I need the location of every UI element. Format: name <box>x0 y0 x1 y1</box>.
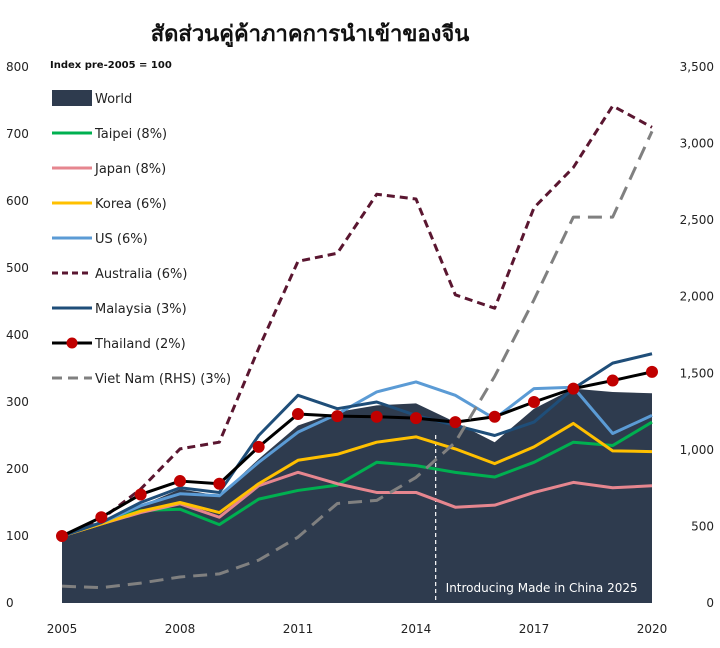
legend-label: World <box>95 92 132 107</box>
x-tick-label: 2014 <box>401 622 432 636</box>
y-left-tick-label: 600 <box>6 194 29 208</box>
y-left-tick-label: 0 <box>6 596 14 610</box>
y-left-tick-label: 800 <box>6 60 29 74</box>
legend-swatch <box>52 90 92 106</box>
marker-thailand-2-2012 <box>331 410 344 423</box>
legend-item: Viet Nam (RHS) (3%) <box>52 372 231 387</box>
chart-subtitle: Index pre-2005 = 100 <box>50 60 172 71</box>
marker-thailand-2-2008 <box>174 475 186 488</box>
y-left-tick-label: 100 <box>6 529 29 543</box>
legend-label: Australia (6%) <box>95 267 187 282</box>
marker-thailand-2-2010 <box>252 440 265 453</box>
legend-item: Malaysia (3%) <box>52 302 187 317</box>
marker-thailand-2-2019 <box>606 374 619 387</box>
axis-layer: 0 100 200 300 400 500 600 700 800 0 500 1,000 1,500 2… <box>6 60 714 636</box>
y-right-tick-label: 1,000 <box>680 443 714 457</box>
annotation-layer: Introducing Made in China 2025 <box>435 435 638 603</box>
marker-thailand-2-2018 <box>567 382 580 395</box>
y-left-tick-label: 700 <box>6 127 29 141</box>
legend-label: Thailand (2%) <box>94 337 186 352</box>
annotation-label: Introducing Made in China 2025 <box>446 581 638 595</box>
y-right-tick-label: 500 <box>691 519 714 533</box>
series-area-world <box>62 388 652 603</box>
line-layer <box>56 104 658 590</box>
marker-thailand-2-2017 <box>528 396 540 408</box>
y-right-tick-label: 2,500 <box>680 213 714 227</box>
marker-thailand-2-2005 <box>56 530 68 542</box>
y-right-tick-label: 1,500 <box>680 366 714 380</box>
y-right-tick-label: 0 <box>706 596 714 610</box>
legend-item: Thailand (2%) <box>52 337 186 352</box>
x-tick-label: 2008 <box>165 622 196 636</box>
marker-thailand-2-2016 <box>488 410 501 423</box>
y-right-tick-label: 2,000 <box>680 290 714 304</box>
marker-thailand-2-2020 <box>646 365 658 378</box>
series-line-us-6 <box>61 380 653 538</box>
legend-label: US (6%) <box>95 232 148 247</box>
x-tick-label: 2011 <box>283 622 314 636</box>
chart-title: สัดส่วนคู่ค้าภาคการนำเข้าของจีน <box>151 22 470 48</box>
legend-label: Japan (8%) <box>94 162 166 177</box>
legend-item: World <box>52 90 132 107</box>
marker-thailand-2-2013 <box>370 410 383 423</box>
series-line-thailand-2 <box>61 370 653 538</box>
legend-item: Japan (8%) <box>52 162 166 177</box>
marker-thailand-2-2015 <box>449 416 462 429</box>
y-right-tick-label: 3,000 <box>680 137 714 151</box>
y-left-tick-label: 400 <box>6 328 29 342</box>
legend-item: Korea (6%) <box>52 197 167 212</box>
series-line-viet-nam-rhs-3 <box>61 130 654 590</box>
area-layer <box>62 388 652 603</box>
series-line-australia-6 <box>61 104 653 538</box>
legend-label: Viet Nam (RHS) (3%) <box>95 372 231 387</box>
legend-item: Taipei (8%) <box>52 127 167 142</box>
series-line-taipei-8 <box>61 420 653 538</box>
marker-thailand-2-2007 <box>134 488 147 501</box>
y-left-tick-label: 200 <box>6 462 29 476</box>
legend-label: Korea (6%) <box>95 197 167 212</box>
y-left-tick-label: 300 <box>6 395 29 409</box>
marker-thailand-2-2009 <box>213 477 226 490</box>
marker-thailand-2-2006 <box>95 511 108 524</box>
x-tick-label: 2020 <box>637 622 668 636</box>
legend-item: US (6%) <box>52 232 148 247</box>
y-left-tick-label: 500 <box>6 261 29 275</box>
legend-marker <box>66 337 78 349</box>
legend-label: Malaysia (3%) <box>95 302 187 317</box>
legend-label: Taipei (8%) <box>94 127 167 142</box>
y-right-tick-label: 3,500 <box>680 60 714 74</box>
x-tick-label: 2005 <box>47 622 78 636</box>
marker-thailand-2-2011 <box>292 408 304 421</box>
x-tick-label: 2017 <box>519 622 550 636</box>
series-line-korea-6 <box>61 421 653 538</box>
legend-item: Australia (6%) <box>52 267 187 282</box>
legend: World Taipei (8%) Japan (8%) Korea (6%) US (… <box>52 90 231 387</box>
series-line-malaysia-3 <box>61 352 653 538</box>
marker-thailand-2-2014 <box>410 412 422 425</box>
